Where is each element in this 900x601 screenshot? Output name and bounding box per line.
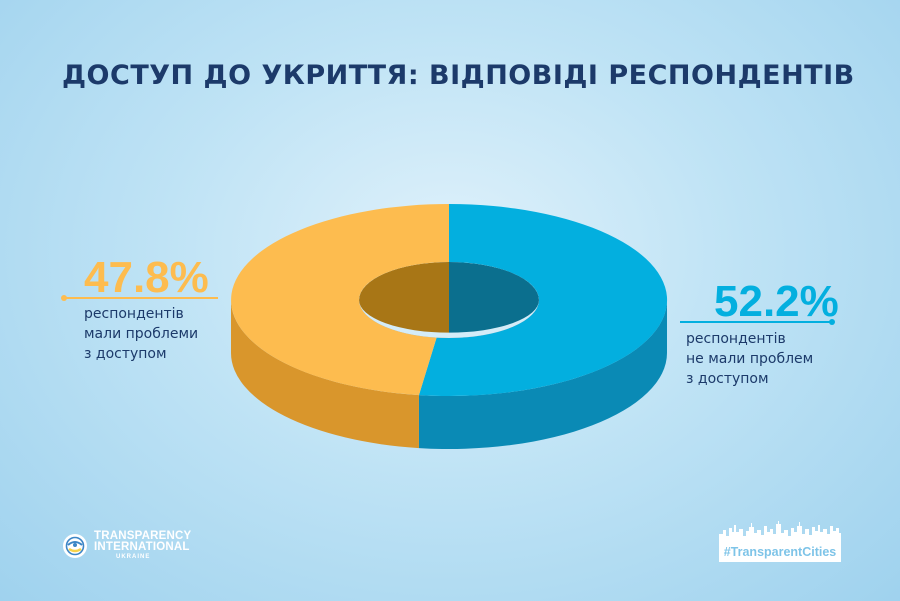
transparency-international-logo: TRANSPARENCY INTERNATIONAL UKRAINE [62,530,192,561]
transparent-cities-logo: #TransparentCities [719,520,841,562]
slice-0-description-line: респондентів [84,306,184,322]
slice-1-percent-label: 52.2% [714,277,839,326]
slice-0-leader-line [61,295,218,301]
donut-hole-opening [359,300,539,338]
slice-1-description-line: не мали проблем [686,351,814,367]
slice-1-description-line: з доступом [686,371,769,387]
slice-1-description-line: респондентів [686,331,786,347]
slice-1-description: респондентів не мали проблем з доступом [686,329,813,389]
chart-title: ДОСТУП ДО УКРИТТЯ: ВІДПОВІДІ РЕСПОНДЕНТІ… [62,60,855,91]
slice-1-leader-line [680,319,835,325]
city-skyline-icon [719,521,841,544]
slice-1-outer-wall [418,300,667,449]
ti-logo-line3: UKRAINE [116,554,151,560]
slice-1-leader-dot [829,319,835,325]
slice-0-description-line: з доступом [84,346,167,362]
ti-logo-line1: TRANSPARENCY [94,530,192,542]
slice-0-leader-dot [61,295,67,301]
ti-emblem-icon [63,534,87,558]
slice-0-outer-wall [231,300,419,449]
slice-1-top [418,204,668,396]
slice-0-percent-label: 47.8% [84,253,209,302]
transparent-cities-hashtag: #TransparentCities [719,543,841,562]
slice-0-top [231,204,449,396]
slice-0-description: респондентів мали проблеми з доступом [84,304,198,364]
slice-0-description-line: мали проблеми [84,326,199,342]
ti-logo-line2: INTERNATIONAL [94,541,190,553]
